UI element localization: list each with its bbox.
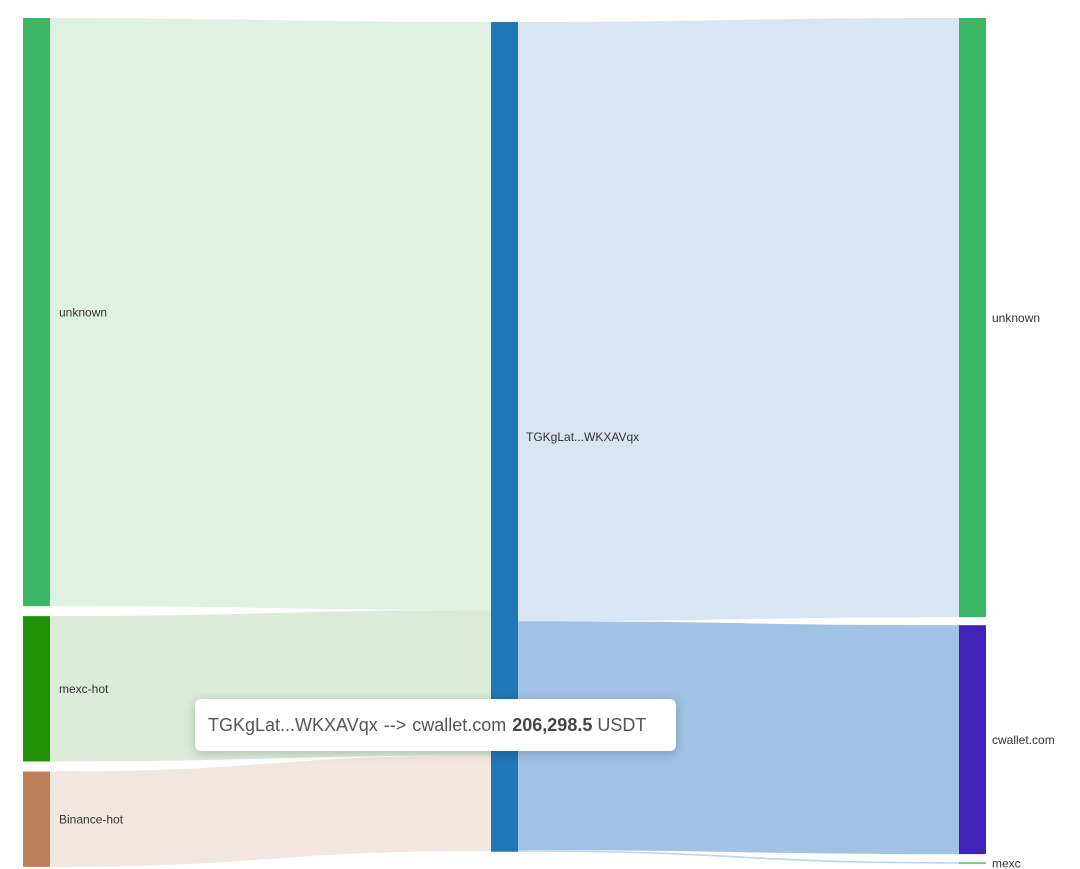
node-label-out_mexc: mexc — [992, 856, 1021, 869]
node-in_binance_hot[interactable] — [23, 771, 50, 867]
link-center-to-out_unknown[interactable] — [518, 18, 959, 622]
links-layer — [50, 18, 959, 867]
node-label-in_unknown: unknown — [59, 305, 107, 319]
tooltip-source: TGKgLat...WKXAVqx — [208, 714, 378, 735]
node-label-out_unknown: unknown — [992, 311, 1040, 325]
node-label-center: TGKgLat...WKXAVqx — [526, 430, 639, 444]
tooltip-arrow: --> — [383, 714, 407, 735]
tooltip-target: cwallet.com — [412, 714, 507, 735]
link-in_unknown-to-center[interactable] — [50, 18, 491, 611]
tooltip-amount: 206,298.5 — [512, 714, 593, 735]
link-tooltip: TGKgLat...WKXAVqx --> cwallet.com 206,29… — [195, 699, 676, 751]
link-center-to-out_cwallet[interactable] — [518, 621, 959, 855]
node-out_unknown[interactable] — [959, 18, 986, 618]
tooltip-unit: USDT — [597, 714, 647, 735]
nodes-layer — [23, 18, 986, 867]
node-label-out_cwallet: cwallet.com — [992, 733, 1055, 747]
node-in_mexc_hot[interactable] — [23, 616, 50, 762]
link-in_binance_hot-to-center[interactable] — [50, 755, 491, 867]
labels-layer: unknown mexc-hot Binance-hot TGKgLat...WKXA… — [59, 305, 1055, 869]
node-out_cwallet[interactable] — [959, 625, 986, 855]
node-out_mexc[interactable] — [959, 862, 986, 865]
node-in_unknown[interactable] — [23, 18, 50, 607]
node-label-in_binance_hot: Binance-hot — [59, 812, 124, 826]
node-label-in_mexc_hot: mexc-hot — [59, 682, 109, 696]
link-center-to-out_mexc[interactable] — [518, 850, 959, 864]
